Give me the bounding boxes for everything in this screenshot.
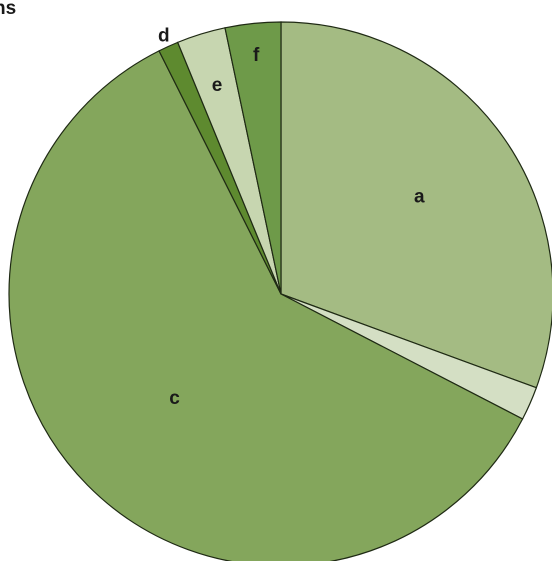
slice-label-c: c	[169, 388, 180, 409]
truncated-header-text: ns	[0, 0, 17, 19]
pie-slice-f	[224, 21, 282, 295]
slice-label-f: f	[253, 45, 260, 66]
slice-label-d: d	[158, 26, 170, 47]
pie-slice-c	[8, 50, 524, 561]
slice-label-e: e	[212, 75, 223, 96]
slice-label-a: a	[414, 187, 425, 208]
